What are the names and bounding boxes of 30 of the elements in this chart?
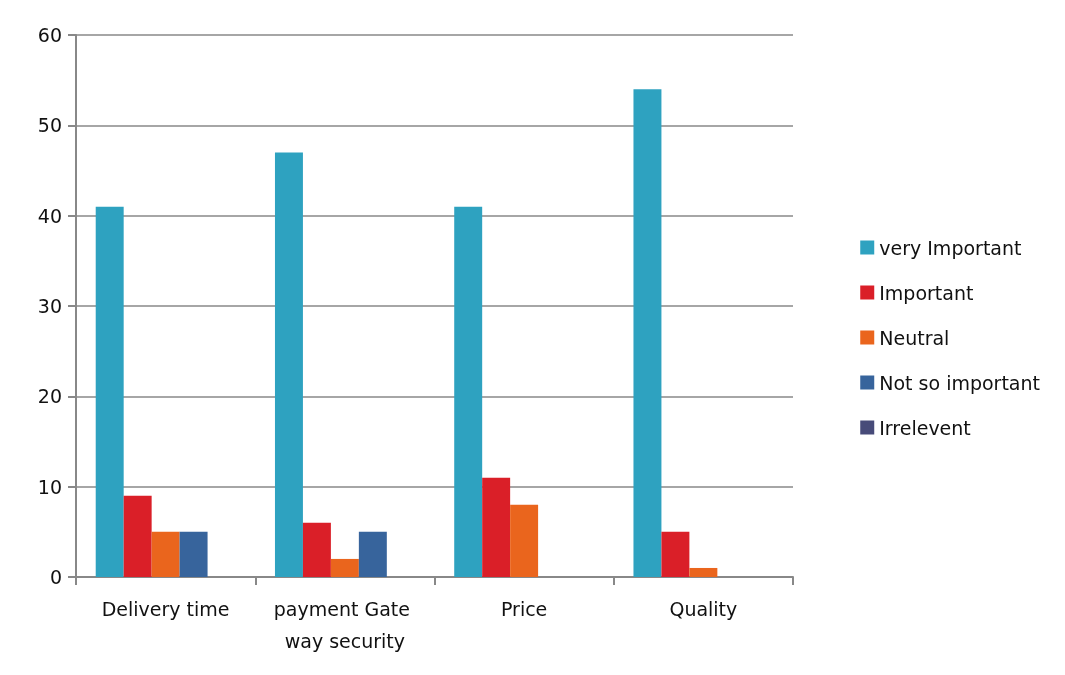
- bar: [358, 531, 387, 577]
- bar: [689, 567, 718, 577]
- y-tick-label: 30: [37, 295, 62, 317]
- bar: [123, 495, 152, 577]
- bar: [95, 206, 124, 577]
- y-tick-label: 10: [37, 475, 62, 498]
- y-tick-label: 40: [37, 204, 62, 227]
- legend-label: Irrelevent: [879, 416, 971, 439]
- bar: [633, 89, 662, 577]
- bar: [454, 206, 483, 577]
- y-tick-label: 50: [37, 114, 62, 137]
- bar: [661, 531, 690, 577]
- y-tick-label: 60: [37, 24, 62, 46]
- bar: [302, 522, 331, 577]
- x-tick-label: Delivery time: [101, 598, 230, 620]
- legend-label: Not so important: [879, 371, 1041, 394]
- bar: [179, 531, 208, 577]
- y-tick-label: 20: [37, 385, 62, 408]
- y-tick-label: 0: [49, 566, 62, 588]
- x-tick-label: Price: [500, 598, 548, 620]
- bar: [510, 504, 539, 577]
- x-tick-label: Quality: [669, 598, 738, 620]
- bar: [482, 477, 511, 577]
- bar: [330, 558, 359, 577]
- bar: [274, 152, 303, 577]
- x-tick-label: payment Gate way security: [273, 598, 416, 652]
- bar: [151, 531, 180, 577]
- legend-label: Neutral: [879, 326, 950, 349]
- legend-label: very Important: [879, 236, 1022, 259]
- legend-label: Important: [879, 281, 974, 304]
